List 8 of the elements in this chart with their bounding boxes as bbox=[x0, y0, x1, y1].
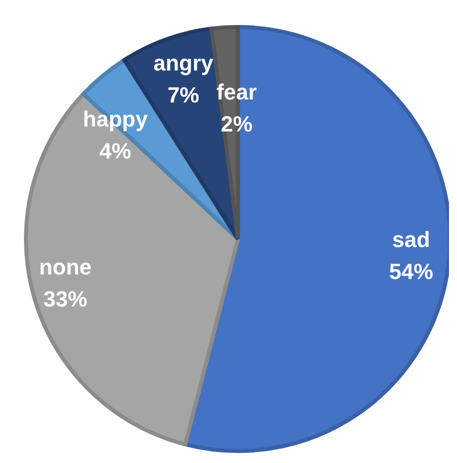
slice-label: none bbox=[39, 254, 92, 280]
data-label: 7% bbox=[167, 82, 200, 108]
data-label: 4% bbox=[99, 138, 132, 164]
data-label: 54% bbox=[389, 258, 434, 284]
data-label: 33% bbox=[43, 286, 88, 312]
slice-label: sad bbox=[392, 226, 430, 252]
slice-label: angry bbox=[153, 50, 214, 76]
slice-label: happy bbox=[82, 106, 148, 132]
